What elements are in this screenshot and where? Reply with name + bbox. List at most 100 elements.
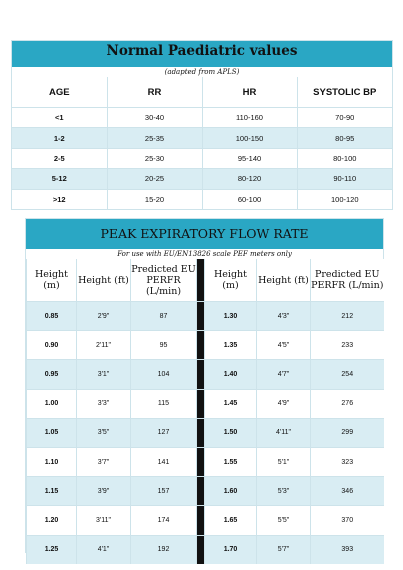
table-cell: 1.45 bbox=[204, 389, 257, 419]
column-divider bbox=[196, 389, 205, 419]
table-cell: 2'9" bbox=[76, 301, 131, 331]
table-cell: 299 bbox=[310, 418, 384, 448]
table-cell: 323 bbox=[310, 447, 384, 477]
table-cell: 254 bbox=[310, 359, 384, 390]
table-cell: 5'3" bbox=[256, 476, 311, 506]
table-cell: 87 bbox=[130, 301, 197, 331]
table-cell: 80-120 bbox=[201, 168, 297, 190]
table-cell: 1.05 bbox=[26, 418, 77, 448]
table-header-row: AGE RR HR SYSTOLIC BP bbox=[12, 77, 392, 108]
table-cell: 3'11" bbox=[76, 505, 131, 535]
table-cell: 5-12 bbox=[12, 168, 107, 190]
column-header-hr: HR bbox=[201, 77, 297, 108]
table-row: 0.95 3'1" 104 1.40 4'7" 254 bbox=[26, 359, 384, 390]
table-cell: 100-120 bbox=[296, 189, 392, 209]
table-row: 5-12 20-25 80-120 90-110 bbox=[12, 168, 392, 190]
table-cell: 3'3" bbox=[76, 389, 131, 419]
table-cell: 90-110 bbox=[296, 168, 392, 190]
peak-flow-table: PEAK EXPIRATORY FLOW RATE For use with E… bbox=[25, 218, 384, 564]
table-cell: 212 bbox=[310, 301, 384, 331]
table-cell: 1.40 bbox=[204, 359, 257, 390]
table-cell: 1.55 bbox=[204, 447, 257, 477]
table-row: 1.10 3'7" 141 1.55 5'1" 323 bbox=[26, 447, 384, 477]
table-row: 1.15 3'9" 157 1.60 5'3" 346 bbox=[26, 476, 384, 506]
table-cell: 70-90 bbox=[296, 107, 392, 128]
column-divider bbox=[196, 505, 205, 535]
table-cell: 2'11" bbox=[76, 330, 131, 360]
column-header-height-ft: Height (ft) bbox=[76, 259, 131, 302]
table-row: 1.00 3'3" 115 1.45 4'9" 276 bbox=[26, 389, 384, 419]
table-cell: 174 bbox=[130, 505, 197, 535]
table-cell: 141 bbox=[130, 447, 197, 477]
table-row: 1.25 4'1" 192 1.70 5'7" 393 bbox=[26, 535, 384, 564]
table-cell: 4'1" bbox=[76, 535, 131, 564]
table-cell: 1.00 bbox=[26, 389, 77, 419]
table-cell: 370 bbox=[310, 505, 384, 535]
table-cell: 4'3" bbox=[256, 301, 311, 331]
peak-flow-title: PEAK EXPIRATORY FLOW RATE bbox=[100, 226, 309, 241]
table-cell: 1.20 bbox=[26, 505, 77, 535]
column-header-predicted-perfr: Predicted EU PERFR (L/min) bbox=[310, 259, 384, 302]
table-cell: 5'7" bbox=[256, 535, 311, 564]
column-header-height-ft: Height (ft) bbox=[256, 259, 311, 302]
table-cell: 1.30 bbox=[204, 301, 257, 331]
column-header-height-m: Height (m) bbox=[26, 259, 77, 302]
table-cell: 3'5" bbox=[76, 418, 131, 448]
paediatric-values-grid: AGE RR HR SYSTOLIC BP <1 30-40 110-160 70-9… bbox=[12, 77, 392, 209]
table-cell: >12 bbox=[12, 189, 107, 209]
table-cell: <1 bbox=[12, 107, 107, 128]
table-cell: 0.90 bbox=[26, 330, 77, 360]
table-cell: 2-5 bbox=[12, 148, 107, 169]
column-divider bbox=[196, 476, 205, 506]
table-cell: 1.70 bbox=[204, 535, 257, 564]
table-cell: 4'7" bbox=[256, 359, 311, 390]
table-cell: 1.15 bbox=[26, 476, 77, 506]
table-cell: 100-150 bbox=[201, 127, 297, 149]
table-cell: 4'5" bbox=[256, 330, 311, 360]
table-cell: 5'5" bbox=[256, 505, 311, 535]
table-cell: 20-25 bbox=[106, 168, 202, 190]
table-row: <1 30-40 110-160 70-90 bbox=[12, 107, 392, 128]
table-cell: 1.60 bbox=[204, 476, 257, 506]
table-cell: 0.95 bbox=[26, 359, 77, 390]
table-row: 0.85 2'9" 87 1.30 4'3" 212 bbox=[26, 301, 384, 331]
table-cell: 5'1" bbox=[256, 447, 311, 477]
table-cell: 1.65 bbox=[204, 505, 257, 535]
table-row: 1.20 3'11" 174 1.65 5'5" 370 bbox=[26, 505, 384, 535]
table-cell: 1.10 bbox=[26, 447, 77, 477]
table-cell: 15-20 bbox=[106, 189, 202, 209]
table-row: 1-2 25-35 100-150 80-95 bbox=[12, 127, 392, 149]
column-divider bbox=[196, 330, 205, 360]
column-header-predicted-perfr: Predicted EU PERFR (L/min) bbox=[130, 259, 197, 302]
table-cell: 3'1" bbox=[76, 359, 131, 390]
column-divider bbox=[196, 535, 205, 564]
column-header-height-m: Height (m) bbox=[204, 259, 257, 302]
table-cell: 393 bbox=[310, 535, 384, 564]
table-cell: 157 bbox=[130, 476, 197, 506]
table-cell: 4'11" bbox=[256, 418, 311, 448]
table-cell: 346 bbox=[310, 476, 384, 506]
table-cell: 192 bbox=[130, 535, 197, 564]
column-header-rr: RR bbox=[106, 77, 202, 108]
table-cell: 127 bbox=[130, 418, 197, 448]
table-row: 0.90 2'11" 95 1.35 4'5" 233 bbox=[26, 330, 384, 360]
column-divider bbox=[196, 259, 205, 302]
table-cell: 1-2 bbox=[12, 127, 107, 149]
table-cell: 80-95 bbox=[296, 127, 392, 149]
table-cell: 25-35 bbox=[106, 127, 202, 149]
table-cell: 30-40 bbox=[106, 107, 202, 128]
table-row: >12 15-20 60-100 100-120 bbox=[12, 189, 392, 209]
table-cell: 4'9" bbox=[256, 389, 311, 419]
paediatric-values-table: Normal Paediatric values (adapted from A… bbox=[11, 40, 393, 210]
column-divider bbox=[196, 359, 205, 390]
table-cell: 3'7" bbox=[76, 447, 131, 477]
column-divider bbox=[196, 447, 205, 477]
table-row: 2-5 25-30 95-140 80-100 bbox=[12, 148, 392, 169]
paediatric-values-subtitle: (adapted from APLS) bbox=[12, 67, 392, 77]
peak-flow-subtitle: For use with EU/EN13826 scale PEF meters… bbox=[117, 250, 292, 258]
column-header-systolic-bp: SYSTOLIC BP bbox=[296, 77, 392, 108]
table-cell: 276 bbox=[310, 389, 384, 419]
paediatric-values-header: Normal Paediatric values bbox=[12, 41, 392, 67]
table-cell: 25-30 bbox=[106, 148, 202, 169]
table-cell: 0.85 bbox=[26, 301, 77, 331]
